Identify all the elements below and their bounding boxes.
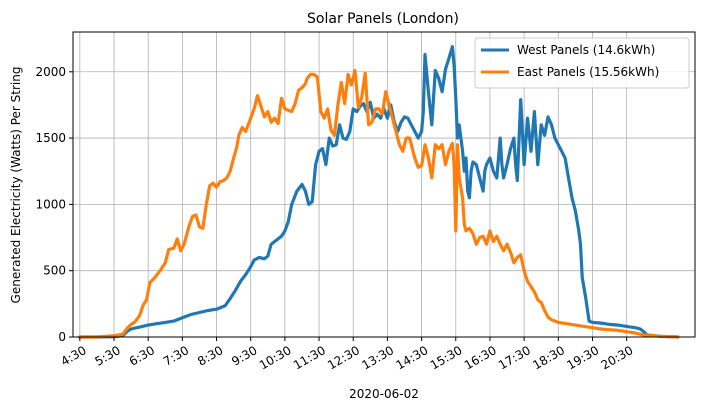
- x-tick-label: 7:30: [161, 343, 191, 369]
- x-tick-label: 20:30: [599, 343, 636, 372]
- x-tick-label: 16:30: [462, 343, 499, 372]
- y-tick-label: 1500: [35, 131, 66, 145]
- x-tick-label: 9:30: [229, 343, 259, 369]
- x-tick-label: 15:30: [428, 343, 465, 372]
- chart-title: Solar Panels (London): [307, 11, 459, 27]
- x-tick-label: 6:30: [127, 343, 157, 369]
- y-axis-label: Generated Electricity (Watts) Per String: [9, 67, 23, 304]
- x-tick-label: 14:30: [394, 343, 431, 372]
- y-tick-label: 500: [43, 264, 66, 278]
- x-tick-label: 18:30: [530, 343, 567, 372]
- x-tick-label: 12:30: [325, 343, 362, 372]
- legend-label-west: West Panels (14.6kWh): [517, 43, 655, 57]
- x-tick-label: 10:30: [257, 343, 294, 372]
- plot-frame: [72, 31, 696, 338]
- x-tick-label: 8:30: [195, 343, 225, 369]
- x-tick-label: 13:30: [359, 343, 396, 372]
- x-tick-label: 11:30: [291, 343, 328, 372]
- series-lines: [78, 45, 680, 339]
- legend-box: [474, 37, 690, 89]
- x-axis-label: 2020-06-02: [349, 387, 419, 401]
- axis-ticks: 4:30 5:30 6:30 7:30 8:30 9:3010:3011:3012:301…: [35, 65, 635, 373]
- legend-label-east: East Panels (15.56kWh): [517, 65, 659, 79]
- series-line-0: [78, 45, 680, 339]
- x-tick-label: 19:30: [564, 343, 601, 372]
- x-tick-label: 17:30: [496, 343, 533, 372]
- series-line-1: [78, 68, 680, 339]
- y-tick-label: 2000: [35, 65, 66, 79]
- x-tick-label: 5:30: [93, 343, 123, 369]
- y-tick-label: 0: [58, 330, 66, 344]
- legend: West Panels (14.6kWh) East Panels (15.56…: [474, 37, 690, 89]
- y-tick-label: 1000: [35, 197, 66, 211]
- x-tick-label: 4:30: [58, 343, 88, 369]
